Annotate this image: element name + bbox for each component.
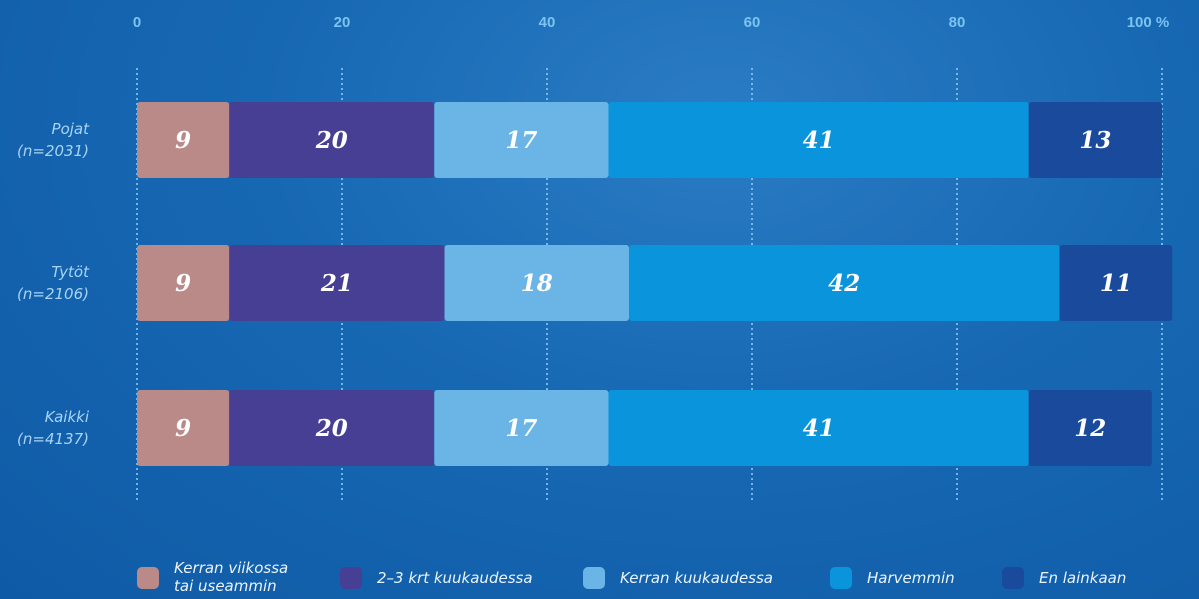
x-tick-label: 80 [949,14,966,31]
category-label: Pojat (n=2031) [17,120,89,160]
bar-segment [434,390,609,466]
value-label: 17 [505,127,537,154]
value-label: 9 [175,270,191,297]
value-label: 11 [1100,270,1132,297]
bar-segment [137,102,230,178]
bar-segment [1059,245,1173,321]
legend-label: 2–3 krt kuukaudessa [377,569,533,587]
x-tick-label: 0 [133,14,141,31]
value-label: 41 [803,415,835,442]
bar-segment [229,390,435,466]
bar-segment [229,102,435,178]
bar-segment [608,390,1029,466]
bar-segment [629,245,1060,321]
bar-segment [444,245,629,321]
bar-segment [137,390,230,466]
value-label: 20 [315,415,348,442]
legend-swatch [830,567,852,589]
legend-swatch [1002,567,1024,589]
value-label: 12 [1074,415,1106,442]
bar-segment [1028,390,1152,466]
x-tick-label: 40 [539,14,556,31]
bar-segment [137,245,230,321]
value-label: 42 [828,270,860,297]
x-tick-label: 60 [744,14,761,31]
x-tick-label: 20 [334,14,351,31]
bar-segment [229,245,445,321]
legend-swatch [340,567,362,589]
value-label: 20 [315,127,348,154]
value-label: 18 [521,270,553,297]
legend-swatch [583,567,605,589]
value-label: 9 [175,415,191,442]
legend-swatch [137,567,159,589]
legend-label: En lainkaan [1039,569,1127,587]
category-label: Kaikki (n=4137) [17,408,89,448]
legend-label: Harvemmin [867,569,955,587]
legend-label: Kerran kuukaudessa [620,569,773,587]
value-label: 21 [320,270,353,297]
value-label: 41 [803,127,835,154]
value-label: 13 [1079,127,1111,154]
bar-segment [1028,102,1162,178]
value-label: 17 [505,415,537,442]
legend-label: Kerran viikossa tai useammin [174,559,289,595]
category-label: Tytöt (n=2106) [17,263,89,303]
value-label: 9 [175,127,191,154]
bar-segment [608,102,1029,178]
x-tick-label: 100 % [1127,14,1170,31]
bar-segment [434,102,609,178]
